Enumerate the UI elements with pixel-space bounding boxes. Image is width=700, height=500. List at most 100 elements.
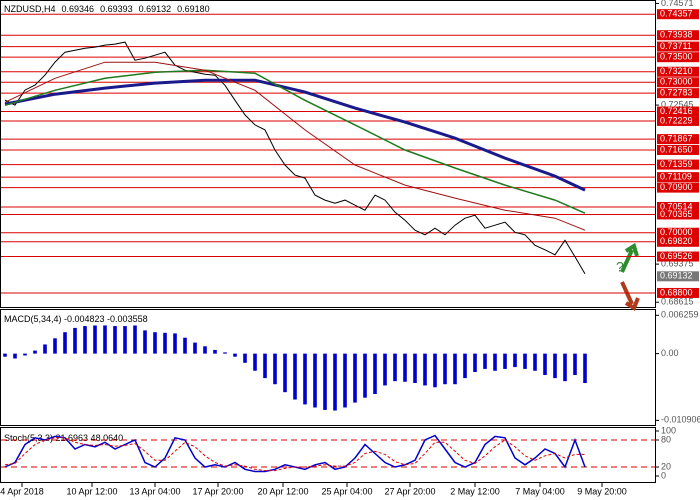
header-value: 0.69393 [100, 4, 133, 14]
x-tick-label: 13 Apr 04:00 [129, 486, 180, 496]
level-label-box [657, 52, 699, 63]
macd-bar [73, 327, 77, 354]
level-label: 0.72783 [660, 88, 693, 98]
macd-bar [483, 353, 487, 369]
level-label: 0.70365 [660, 209, 693, 219]
x-tick-label: 25 Apr 04:00 [321, 486, 372, 496]
y-tick-label: 0.00 [661, 348, 679, 358]
level-label: 0.71109 [660, 171, 692, 181]
macd-bar [313, 353, 317, 408]
macd-bar [163, 332, 167, 354]
title: NZDUSD,H4 [4, 4, 56, 14]
macd-bar [153, 332, 157, 354]
level-label-box [657, 106, 699, 117]
x-tick-label: 2 May 12:00 [450, 486, 500, 496]
level-label: 0.73711 [660, 41, 692, 51]
level-label: 0.71867 [660, 133, 693, 143]
macd-bar [43, 344, 47, 354]
x-tick-label: 7 May 04:00 [515, 486, 565, 496]
level-label-box [657, 9, 699, 20]
macd-bar [223, 352, 227, 354]
level-label: 0.73500 [660, 52, 693, 62]
level-label: 0.70900 [660, 182, 693, 192]
level-label: 0.69526 [660, 251, 693, 261]
level-label: 0.74357 [660, 9, 693, 19]
macd-bar [583, 353, 587, 383]
level-label-box [657, 201, 699, 212]
macd-bar [213, 349, 217, 354]
y-tick-label: 0.74571 [661, 0, 694, 8]
level-label-box [657, 134, 699, 145]
level-label-box [657, 251, 699, 262]
macd-bar [33, 350, 37, 354]
macd-bar [293, 353, 297, 400]
macd-bar [323, 353, 327, 410]
level-label-box [657, 30, 699, 41]
macd-bar [523, 353, 527, 369]
macd-bar [373, 353, 377, 395]
level-label: 0.73938 [660, 30, 693, 40]
macd-bar [283, 353, 287, 393]
macd-bar [183, 337, 187, 354]
macd-bar [63, 332, 67, 354]
level-label: 0.68800 [660, 287, 693, 297]
macd-bar [173, 333, 177, 354]
series-line [4, 78, 586, 192]
macd-bar [403, 353, 407, 382]
header-value: 0.69132 [139, 4, 172, 14]
y-tick-label: 0.006259 [661, 310, 699, 320]
macd-bar [133, 325, 137, 354]
stoch-panel [0, 427, 656, 483]
macd-bar [503, 353, 507, 369]
down-arrow [620, 281, 640, 311]
current-price-label: 0.69132 [660, 271, 693, 281]
level-label: 0.70514 [660, 201, 693, 211]
macd-bar [233, 353, 237, 357]
level-label-box [657, 172, 699, 183]
level-label-box [657, 88, 699, 99]
macd-bar [273, 353, 277, 385]
macd-bar [303, 353, 307, 405]
macd-bar [143, 330, 147, 354]
y-tick-label: 0.68615 [661, 297, 694, 307]
macd-bar [573, 353, 577, 376]
series-line [4, 437, 585, 472]
level-label-box [657, 159, 699, 170]
x-tick-label: 9 May 20:00 [577, 486, 627, 496]
level-label: 0.73210 [660, 66, 693, 76]
macd-bar [203, 346, 207, 354]
macd-bar [493, 353, 497, 371]
series-line [4, 61, 586, 231]
price-panel [0, 0, 656, 308]
up-arrow [620, 242, 639, 273]
macd-bar [533, 353, 537, 371]
title: MACD(5,34,4) -0.004823 -0.003558 [4, 314, 148, 324]
macd-bar [103, 325, 107, 354]
series-line [4, 69, 586, 214]
macd-bar [463, 353, 467, 379]
macd-bar [413, 353, 417, 383]
macd-bar [353, 353, 357, 403]
series-line [4, 41, 586, 275]
x-tick-label: 20 Apr 12:00 [257, 486, 308, 496]
level-label-box [657, 287, 699, 298]
macd-bar [13, 353, 17, 359]
macd-panel [0, 309, 656, 426]
level-label-box [657, 227, 699, 238]
macd-bar [53, 338, 57, 354]
macd-bar [3, 353, 7, 357]
forecast-mark: ? [616, 259, 624, 275]
macd-bar [123, 326, 127, 354]
macd-bar [93, 325, 97, 354]
macd-bar [83, 326, 87, 354]
macd-bar [363, 353, 367, 398]
x-tick-label: 27 Apr 20:00 [384, 486, 435, 496]
macd-bar [243, 353, 247, 363]
macd-bar [23, 353, 27, 356]
level-label-box [657, 144, 699, 155]
macd-bar [393, 353, 397, 382]
level-label-box [657, 209, 699, 220]
y-tick-label: 0 [661, 470, 666, 480]
panel-title: NZDUSD,H4 0.69346 0.69393 0.69132 0.69180 [4, 4, 210, 14]
